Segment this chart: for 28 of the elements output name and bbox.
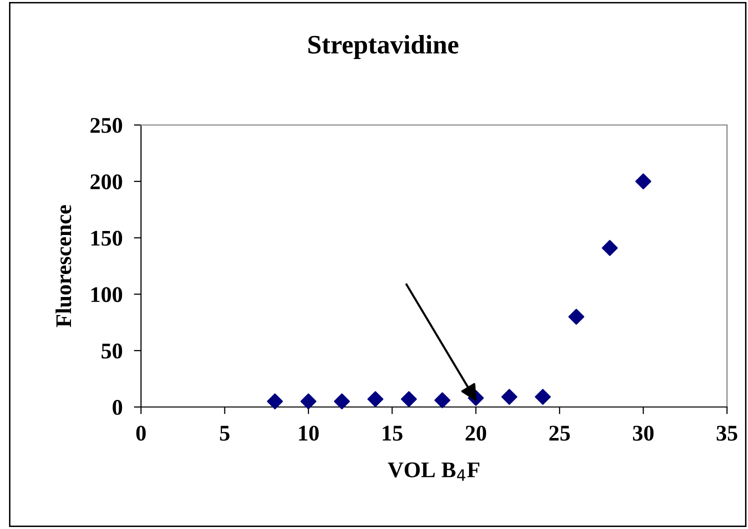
point: [534, 388, 551, 405]
y-tick-label: 200: [90, 174, 122, 190]
y-tick-label: 150: [91, 230, 122, 246]
x-axis-title: VOL B$_{4}$F: [388, 462, 480, 481]
point: [602, 240, 618, 256]
y-tick-label: 0: [112, 400, 122, 415]
point: [266, 393, 283, 410]
point: [635, 173, 652, 190]
x-tick-label: 0: [136, 426, 146, 441]
y-axis-title: Fluorescence: [56, 205, 72, 328]
x-tick-label: 35: [716, 426, 738, 441]
x-tick-label: 15: [382, 426, 402, 441]
x-tick-label: 25: [549, 426, 570, 441]
point: [367, 391, 384, 408]
x-tick-label: 10: [299, 426, 319, 441]
point: [400, 391, 417, 408]
point: [568, 308, 584, 325]
x-tick-label: 30: [633, 426, 654, 441]
chart-title: Streptavidine: [308, 35, 458, 59]
y-tick-label: 250: [90, 118, 122, 133]
x-tick-label: 5: [220, 426, 230, 441]
point: [334, 393, 350, 410]
y-tick-label: 100: [91, 287, 122, 302]
point: [300, 393, 316, 410]
point: [434, 392, 450, 408]
x-tick-label: 20: [466, 426, 486, 441]
point: [501, 388, 518, 405]
y-tick-label: 50: [102, 344, 122, 359]
